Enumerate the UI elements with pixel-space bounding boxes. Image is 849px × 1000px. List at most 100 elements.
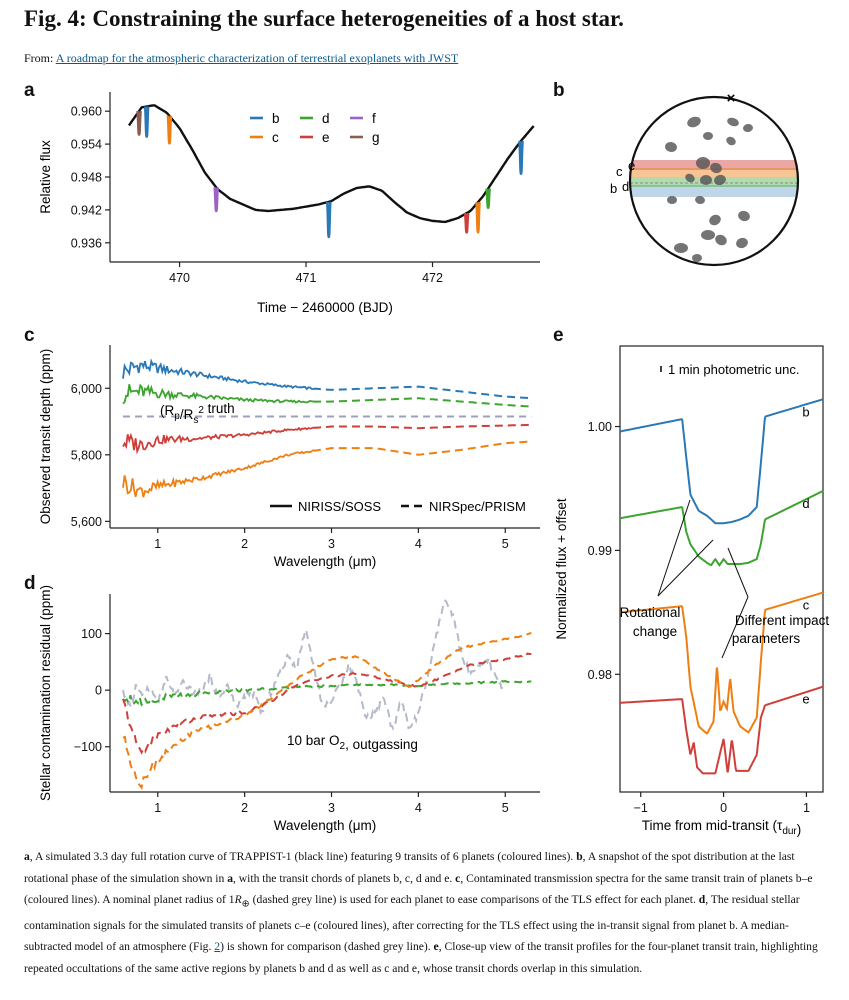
figure-title: Fig. 4: Constraining the surface heterog… bbox=[24, 6, 624, 31]
x-tick-label: 2 bbox=[241, 537, 248, 551]
chord-label-e: e bbox=[628, 158, 635, 173]
annotation-part: 10 bar O bbox=[287, 733, 340, 748]
chord-label-b: b bbox=[610, 181, 617, 196]
caption-unit-sub: ⊕ bbox=[241, 898, 250, 910]
profile-label-c: c bbox=[803, 598, 810, 613]
annotation-impact-l2: parameters bbox=[732, 631, 801, 646]
x-tick-label: −1 bbox=[634, 801, 648, 815]
annotation-rotational-l2: change bbox=[633, 624, 677, 639]
legend-label-d: d bbox=[322, 111, 330, 126]
star-spot bbox=[709, 214, 721, 226]
star-spot bbox=[685, 173, 695, 183]
legend-label-c: c bbox=[272, 130, 279, 145]
caption-text-c: , Contaminated transmission spectra for … bbox=[24, 871, 813, 907]
panel-label-c: c bbox=[24, 325, 35, 346]
x-axis-label-part: ) bbox=[797, 822, 802, 837]
profile-label-b: b bbox=[802, 404, 809, 419]
star-spot bbox=[696, 157, 710, 169]
star-limb bbox=[628, 95, 800, 267]
profile-label-e: e bbox=[802, 692, 809, 707]
figure-caption: a, A simulated 3.3 day full rotation cur… bbox=[24, 846, 836, 979]
star-spot bbox=[743, 123, 753, 133]
panel-e-chart: −1 0 1 0.98 0.99 1.00 Time from mid-transit (τ… bbox=[554, 345, 830, 837]
spectrum-soss-d bbox=[122, 383, 314, 405]
legend-label-g: g bbox=[372, 130, 380, 145]
planet-legend: bc de fg bbox=[250, 111, 380, 145]
transit-profile-b bbox=[619, 398, 824, 525]
spectrum-soss-e bbox=[122, 426, 314, 455]
transit-b bbox=[143, 106, 150, 138]
transit-e bbox=[463, 212, 470, 234]
star-spot bbox=[726, 136, 736, 146]
y-tick-label: 6,000 bbox=[71, 382, 102, 396]
legend-label-prism: NIRSpec/PRISM bbox=[429, 499, 526, 514]
impact-arrow-2 bbox=[721, 596, 749, 659]
spectrum-prism-c bbox=[312, 440, 532, 456]
x-tick-label: 4 bbox=[415, 537, 422, 551]
star-spot bbox=[738, 210, 750, 222]
caption-text-b: , A snapshot of the spot distribution at… bbox=[24, 850, 795, 885]
caption-fig-link[interactable]: 2 bbox=[214, 940, 221, 954]
unc-note: 1 min photometric unc. bbox=[668, 362, 800, 377]
annotation-rotational-l1: Rotational bbox=[620, 605, 681, 620]
x-tick-label: 1 bbox=[803, 801, 810, 815]
panel-label-b: b bbox=[553, 80, 565, 101]
transit-f bbox=[213, 187, 220, 213]
outgassing-annotation: 10 bar O2, outgassing bbox=[287, 733, 418, 752]
star-interior bbox=[630, 116, 798, 262]
chord-label-d: d bbox=[622, 179, 629, 194]
rot-arrow-2 bbox=[657, 539, 714, 597]
spectrum-prism-b bbox=[312, 385, 532, 400]
annotation-part: 2 bbox=[340, 741, 346, 752]
x-axis-label: Time from mid-transit (τdur) bbox=[642, 818, 802, 837]
source-line: From: A roadmap for the atmospheric char… bbox=[24, 51, 458, 66]
truth-label-part: truth bbox=[204, 401, 235, 416]
caption-text-b2: , with the transit chords of planets b, … bbox=[232, 871, 456, 885]
star-disk bbox=[630, 97, 798, 265]
transit-chord-d bbox=[630, 177, 798, 187]
legend-label-e: e bbox=[322, 130, 330, 145]
caption-label-c: c bbox=[455, 871, 461, 885]
star-spot bbox=[727, 117, 739, 127]
y-axis-label: Relative flux bbox=[38, 140, 53, 214]
y-tick-label: 0.954 bbox=[71, 138, 102, 152]
profile-label-d: d bbox=[802, 496, 809, 511]
y-tick-label: 0.98 bbox=[588, 668, 612, 682]
caption-text-d2: ) is shown for comparison (dashed grey l… bbox=[220, 940, 434, 954]
x-axis-label: Wavelength (μm) bbox=[274, 554, 377, 569]
caption-label-d: d bbox=[698, 893, 706, 906]
transit-b bbox=[518, 140, 524, 176]
x-axis-label: Time − 2460000 (BJD) bbox=[257, 300, 393, 315]
star-spot bbox=[695, 195, 705, 205]
star-spot bbox=[714, 174, 726, 186]
transit-c bbox=[475, 202, 481, 234]
caption-text-a: , A simulated 3.3 day full rotation curv… bbox=[29, 850, 577, 863]
legend-label-f: f bbox=[372, 111, 376, 126]
y-tick-label: 0.942 bbox=[71, 203, 102, 217]
rot-arrow-1 bbox=[657, 499, 691, 597]
y-axis-label: Normalized flux + offset bbox=[554, 498, 569, 639]
figure-canvas: 470 471 472 0.936 0.942 0.948 0.954 0.960 Time −… bbox=[38, 90, 830, 837]
instrument-legend: NIRISS/SOSS NIRSpec/PRISM bbox=[270, 499, 526, 514]
caption-text-c2: (dashed grey line) is used for each plan… bbox=[249, 893, 699, 906]
y-tick-label: 5,600 bbox=[71, 515, 102, 529]
y-tick-label: 5,800 bbox=[71, 448, 102, 462]
legend-label-soss: NIRISS/SOSS bbox=[298, 499, 381, 514]
source-link[interactable]: A roadmap for the atmospheric characteri… bbox=[55, 51, 459, 65]
x-axis-label: Wavelength (μm) bbox=[274, 818, 377, 833]
spectrum-soss-b bbox=[122, 358, 314, 391]
impact-arrow-1 bbox=[727, 547, 749, 598]
transit-profile-d bbox=[619, 490, 824, 567]
truth-label-part: s bbox=[193, 415, 198, 426]
star-spot bbox=[701, 230, 715, 240]
legend-label-b: b bbox=[272, 111, 280, 126]
truth-label-part: p bbox=[174, 411, 180, 422]
star-spot bbox=[710, 162, 722, 174]
transit-g bbox=[136, 110, 142, 136]
star-spot bbox=[692, 254, 702, 262]
annotation-impact-l1: Different impact bbox=[735, 613, 830, 628]
panel-label-a: a bbox=[24, 80, 35, 101]
x-tick-label: 472 bbox=[422, 271, 443, 285]
transit-d bbox=[485, 188, 491, 210]
spectrum-prism-e bbox=[312, 423, 532, 430]
